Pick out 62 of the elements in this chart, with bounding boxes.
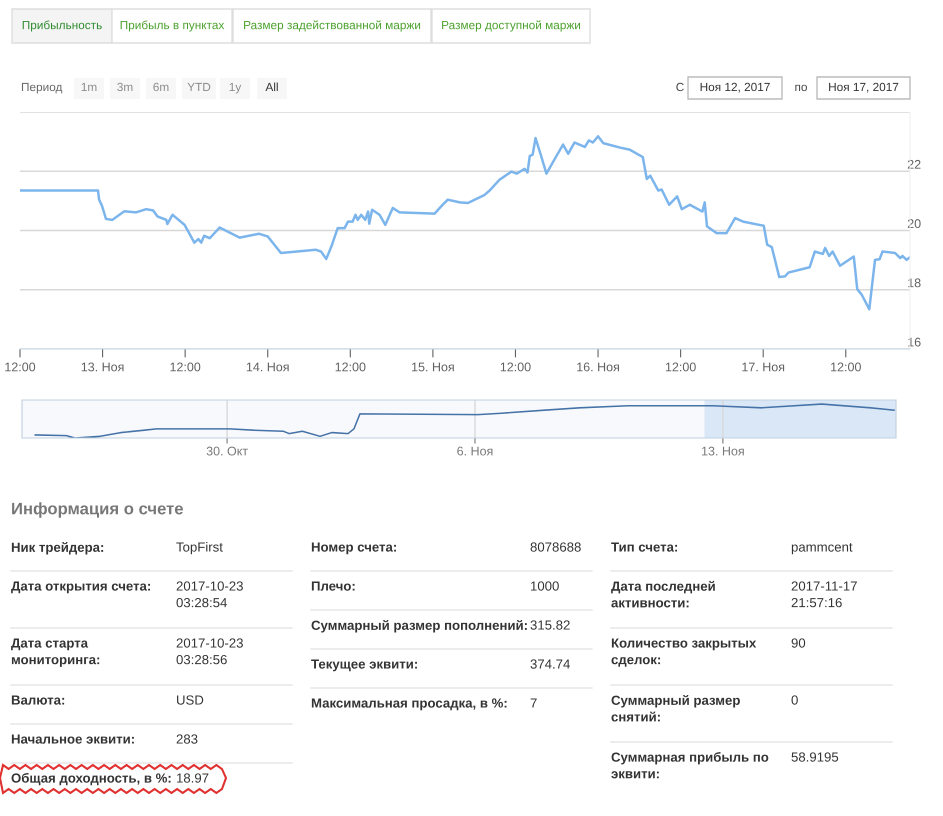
text: Суммарный размер снятий: xyxy=(612,695,740,722)
text: 8078688 xyxy=(530,542,581,552)
text: Ноя 12, 2017 xyxy=(700,82,770,93)
text: Ноя 17, 2017 xyxy=(829,82,898,93)
text: 0 xyxy=(792,695,798,705)
text: Дата открытия счета: xyxy=(11,581,150,594)
x-tick-label: 6. Ноя xyxy=(457,446,492,456)
x-tick-label: 12:00 xyxy=(500,362,531,372)
x-tick-label: 12:00 xyxy=(170,362,200,372)
text: 2017-11-17 21:57:16 xyxy=(792,581,857,608)
text: 374.74 xyxy=(530,659,570,669)
text: Информация о счете xyxy=(12,502,183,518)
text: Суммарный размер пополнений: xyxy=(312,620,527,633)
text: Плечо: xyxy=(312,581,355,591)
x-tick-label: 12:00 xyxy=(336,362,366,372)
text: Номер счета: xyxy=(312,542,396,554)
text: All xyxy=(265,82,278,92)
text: 90 xyxy=(792,638,806,648)
x-tick-label: 16. Ноя xyxy=(577,362,619,372)
text: Дата старта мониторинга: xyxy=(11,638,100,667)
text: 18.97 xyxy=(177,773,208,783)
text: 7 xyxy=(530,698,537,708)
text: Начальное эквити: xyxy=(12,734,134,744)
text: Прибыльность xyxy=(22,20,102,32)
x-tick-label: 13. Ноя xyxy=(702,446,744,456)
text: Прибыль в пунктах xyxy=(120,20,224,32)
text: 1000 xyxy=(531,581,559,591)
x-tick-label: 30. Окт xyxy=(206,446,248,456)
x-tick-label: 12:00 xyxy=(5,362,36,372)
x-tick-label: 15. Ноя xyxy=(412,362,454,372)
text: 6m xyxy=(153,82,168,92)
text: С xyxy=(676,82,684,92)
text: TopFirst xyxy=(176,542,223,554)
text: Максимальная просадка, в %: xyxy=(312,698,506,710)
text: 283 xyxy=(176,734,198,744)
text: Дата последней активности: xyxy=(611,580,715,608)
text: 1y xyxy=(230,82,242,94)
x-tick-label: 12:00 xyxy=(666,362,696,372)
text: 315.82 xyxy=(530,620,570,630)
text: YTD xyxy=(187,82,210,92)
x-tick-label: 13. Ноя xyxy=(82,362,124,372)
text: USD xyxy=(177,695,204,705)
x-tick-label: 12:00 xyxy=(831,362,861,372)
text: 2017-10-23 03:28:56 xyxy=(176,638,243,664)
x-tick-label: 14. Ноя xyxy=(246,362,289,372)
text: Общая доходность, в %: xyxy=(12,772,171,786)
text: 1m xyxy=(82,82,96,92)
text: 2017-10-23 03:28:54 xyxy=(176,581,243,608)
x-tick-label: 17. Ноя xyxy=(742,362,784,372)
text: 58.9195 xyxy=(792,752,838,762)
text: pammcent xyxy=(792,543,852,554)
text: Валюта: xyxy=(12,695,64,705)
text: Текущее эквити: xyxy=(311,659,417,672)
text: Период xyxy=(22,82,62,94)
text: Ник трейдера: xyxy=(12,542,104,555)
text: 3m xyxy=(117,82,132,92)
text: Размер доступной маржи xyxy=(442,20,580,32)
text: Суммарная прибыль по эквити: xyxy=(611,752,768,778)
text: Количество закрытых сделок: xyxy=(612,638,756,667)
text: Тип счета: xyxy=(611,542,678,552)
text: по xyxy=(795,84,807,92)
text: Размер задействованной маржи xyxy=(244,20,420,32)
